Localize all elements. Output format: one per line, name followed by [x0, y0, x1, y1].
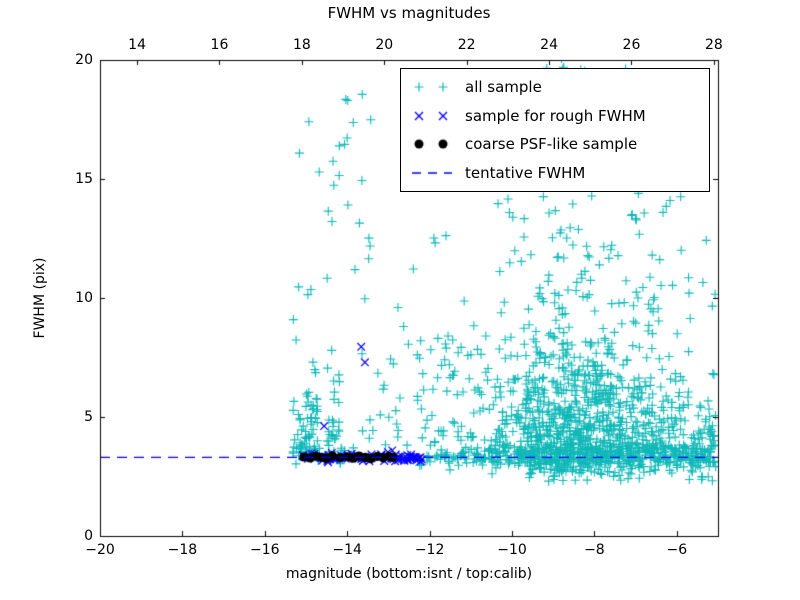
y-tick-label: 20 [75, 52, 93, 68]
legend-item-coarse-psf: coarse PSF-like sample [409, 131, 701, 157]
x-bottom-tick-label: −18 [167, 542, 198, 558]
x-bottom-tick-label: −14 [332, 542, 362, 558]
y-tick-label: 15 [75, 171, 93, 187]
x-top-tick-label: 20 [375, 37, 394, 53]
x-top-tick-label: 22 [457, 37, 476, 53]
plus-marker-icon [409, 79, 455, 96]
y-tick-label: 10 [75, 290, 93, 306]
legend-box: all sample sample for rough FWHM coarse … [400, 68, 710, 192]
y-tick-label: 0 [84, 528, 93, 544]
y-axis-label: FWHM (pix) [32, 257, 48, 339]
x-top-tick-label: 16 [210, 37, 229, 53]
x-bottom-tick-label: −12 [414, 542, 445, 558]
legend-label: coarse PSF-like sample [465, 135, 638, 154]
x-top-tick-label: 24 [540, 37, 558, 53]
dashed-line-icon [409, 164, 455, 181]
legend-item-tentative-fwhm: tentative FWHM [409, 160, 701, 186]
x-bottom-tick-label: −6 [666, 542, 688, 558]
x-marker-icon [409, 107, 455, 124]
x-top-tick-label: 14 [128, 37, 146, 53]
x-bottom-tick-label: −8 [584, 542, 605, 558]
dot-marker-icon [409, 136, 455, 153]
legend-label: sample for rough FWHM [465, 106, 646, 125]
x-top-tick-label: 18 [292, 37, 311, 53]
legend-label: tentative FWHM [465, 163, 586, 182]
x-bottom-tick-label: −16 [250, 542, 280, 558]
legend-label: all sample [465, 78, 542, 97]
x-top-tick-label: 26 [622, 37, 641, 53]
legend-item-all-sample: all sample [409, 74, 701, 100]
legend-item-rough-fwhm: sample for rough FWHM [409, 103, 701, 129]
x-bottom-tick-label: −20 [85, 542, 115, 558]
x-bottom-tick-label: −10 [497, 542, 527, 558]
y-tick-label: 5 [84, 409, 93, 425]
x-top-tick-label: 28 [704, 37, 723, 53]
x-axis-label: magnitude (bottom:isnt / top:calib) [285, 566, 533, 582]
chart-title: FWHM vs magnitudes [327, 4, 491, 22]
